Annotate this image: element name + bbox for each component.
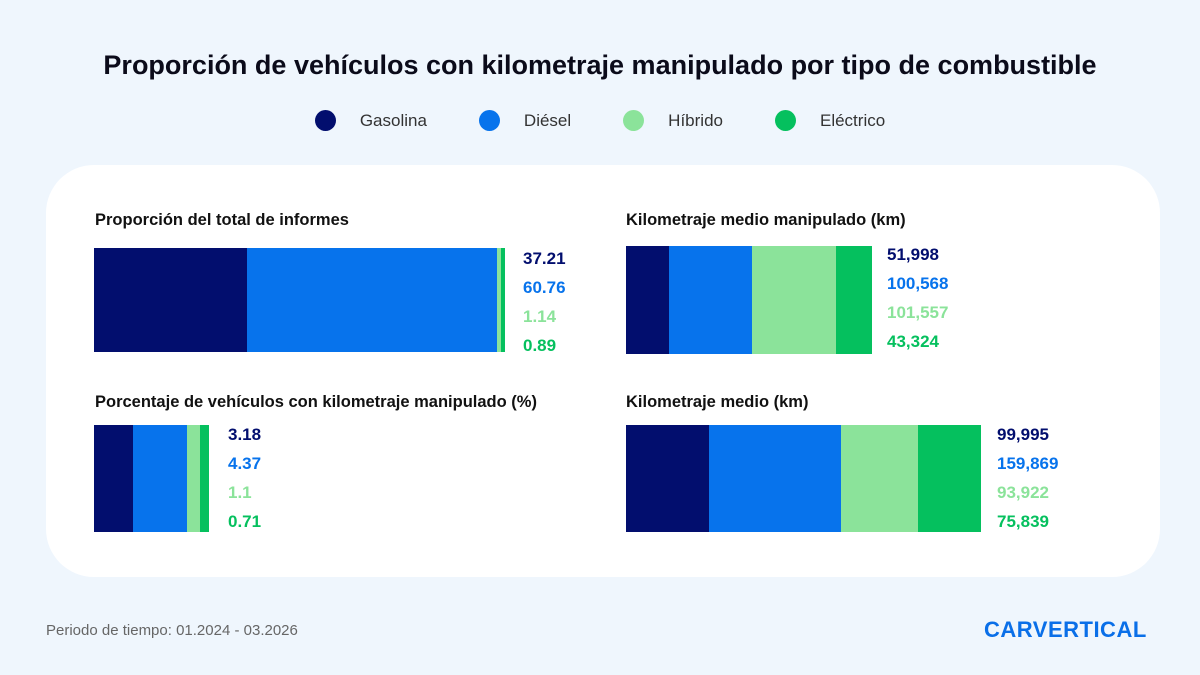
value-label: 0.89 [523,336,557,355]
panel-title: Proporción del total de informes [95,211,349,229]
bar-segment-gasolina [94,425,134,532]
value-label: 100,568 [887,274,949,293]
value-label: 1.14 [523,307,557,326]
legend-dot [774,110,796,131]
panel-title: Kilometraje medio manipulado (km) [626,211,906,229]
stacked-bar [626,425,981,532]
panel-title: Kilometraje medio (km) [626,393,809,411]
bar-segment-diésel [133,425,187,532]
bar-segment-eléctrico [501,248,505,352]
value-label: 1.1 [228,483,252,502]
value-label: 0.71 [228,512,262,531]
value-labels: 3.18 4.37 1.1 0.71 [228,420,261,536]
value-label: 75,839 [997,512,1049,531]
bar-segment-eléctrico [200,425,209,532]
chart-title: Proporción de vehículos con kilometraje … [103,50,1097,80]
value-label: 99,995 [997,425,1049,444]
legend-label: Gasolina [359,110,427,130]
legend-dot [478,110,500,131]
legend-label: Diésel [523,110,572,130]
bar-segment-eléctrico [918,425,981,532]
legend-label: Híbrido [668,110,723,130]
value-label: 51,998 [887,245,939,264]
time-period: Periodo de tiempo: 01.2024 - 03.2026 [46,622,298,639]
value-label: 37.21 [523,249,566,268]
legend-item-electrico: Eléctrico [774,110,886,131]
bar-segment-diésel [669,246,753,354]
bar-segment-híbrido [752,246,837,354]
value-label: 3.18 [228,425,262,444]
stacked-bar [94,248,505,352]
stacked-bar [94,425,209,532]
bar-segment-híbrido [496,248,502,352]
bar-segment-gasolina [626,246,669,354]
value-labels: 37.21 60.76 1.14 0.89 [523,244,566,360]
value-labels: 51,998 100,568 101,557 43,324 [887,240,948,356]
value-label: 60.76 [523,278,566,297]
bar-segment-diésel [246,248,497,352]
legend-label: Eléctrico [819,110,886,130]
legend: Gasolina Diésel Híbrido Eléctrico [0,110,1200,131]
bar-segment-gasolina [626,425,709,532]
legend-item-gasolina: Gasolina [314,110,427,131]
value-label: 93,922 [997,483,1049,502]
stacked-bar [626,246,872,354]
value-label: 159,869 [997,454,1059,473]
bar-segment-diésel [708,425,841,532]
legend-item-hibrido: Híbrido [623,110,723,131]
value-labels: 99,995 159,869 93,922 75,839 [997,420,1058,536]
legend-dot [314,110,336,131]
legend-item-diesel: Diésel [478,110,572,131]
legend-dot [623,110,645,131]
panel-title: Porcentaje de vehículos con kilometraje … [95,393,537,411]
carvertical-logo: CARVERTICAL [984,617,1147,642]
value-label: 43,324 [887,332,939,351]
bar-segment-eléctrico [836,246,872,354]
bar-segment-híbrido [186,425,201,532]
value-label: 101,557 [887,303,949,322]
value-label: 4.37 [228,454,262,473]
bar-segment-gasolina [94,248,247,352]
bar-segment-híbrido [840,425,919,532]
